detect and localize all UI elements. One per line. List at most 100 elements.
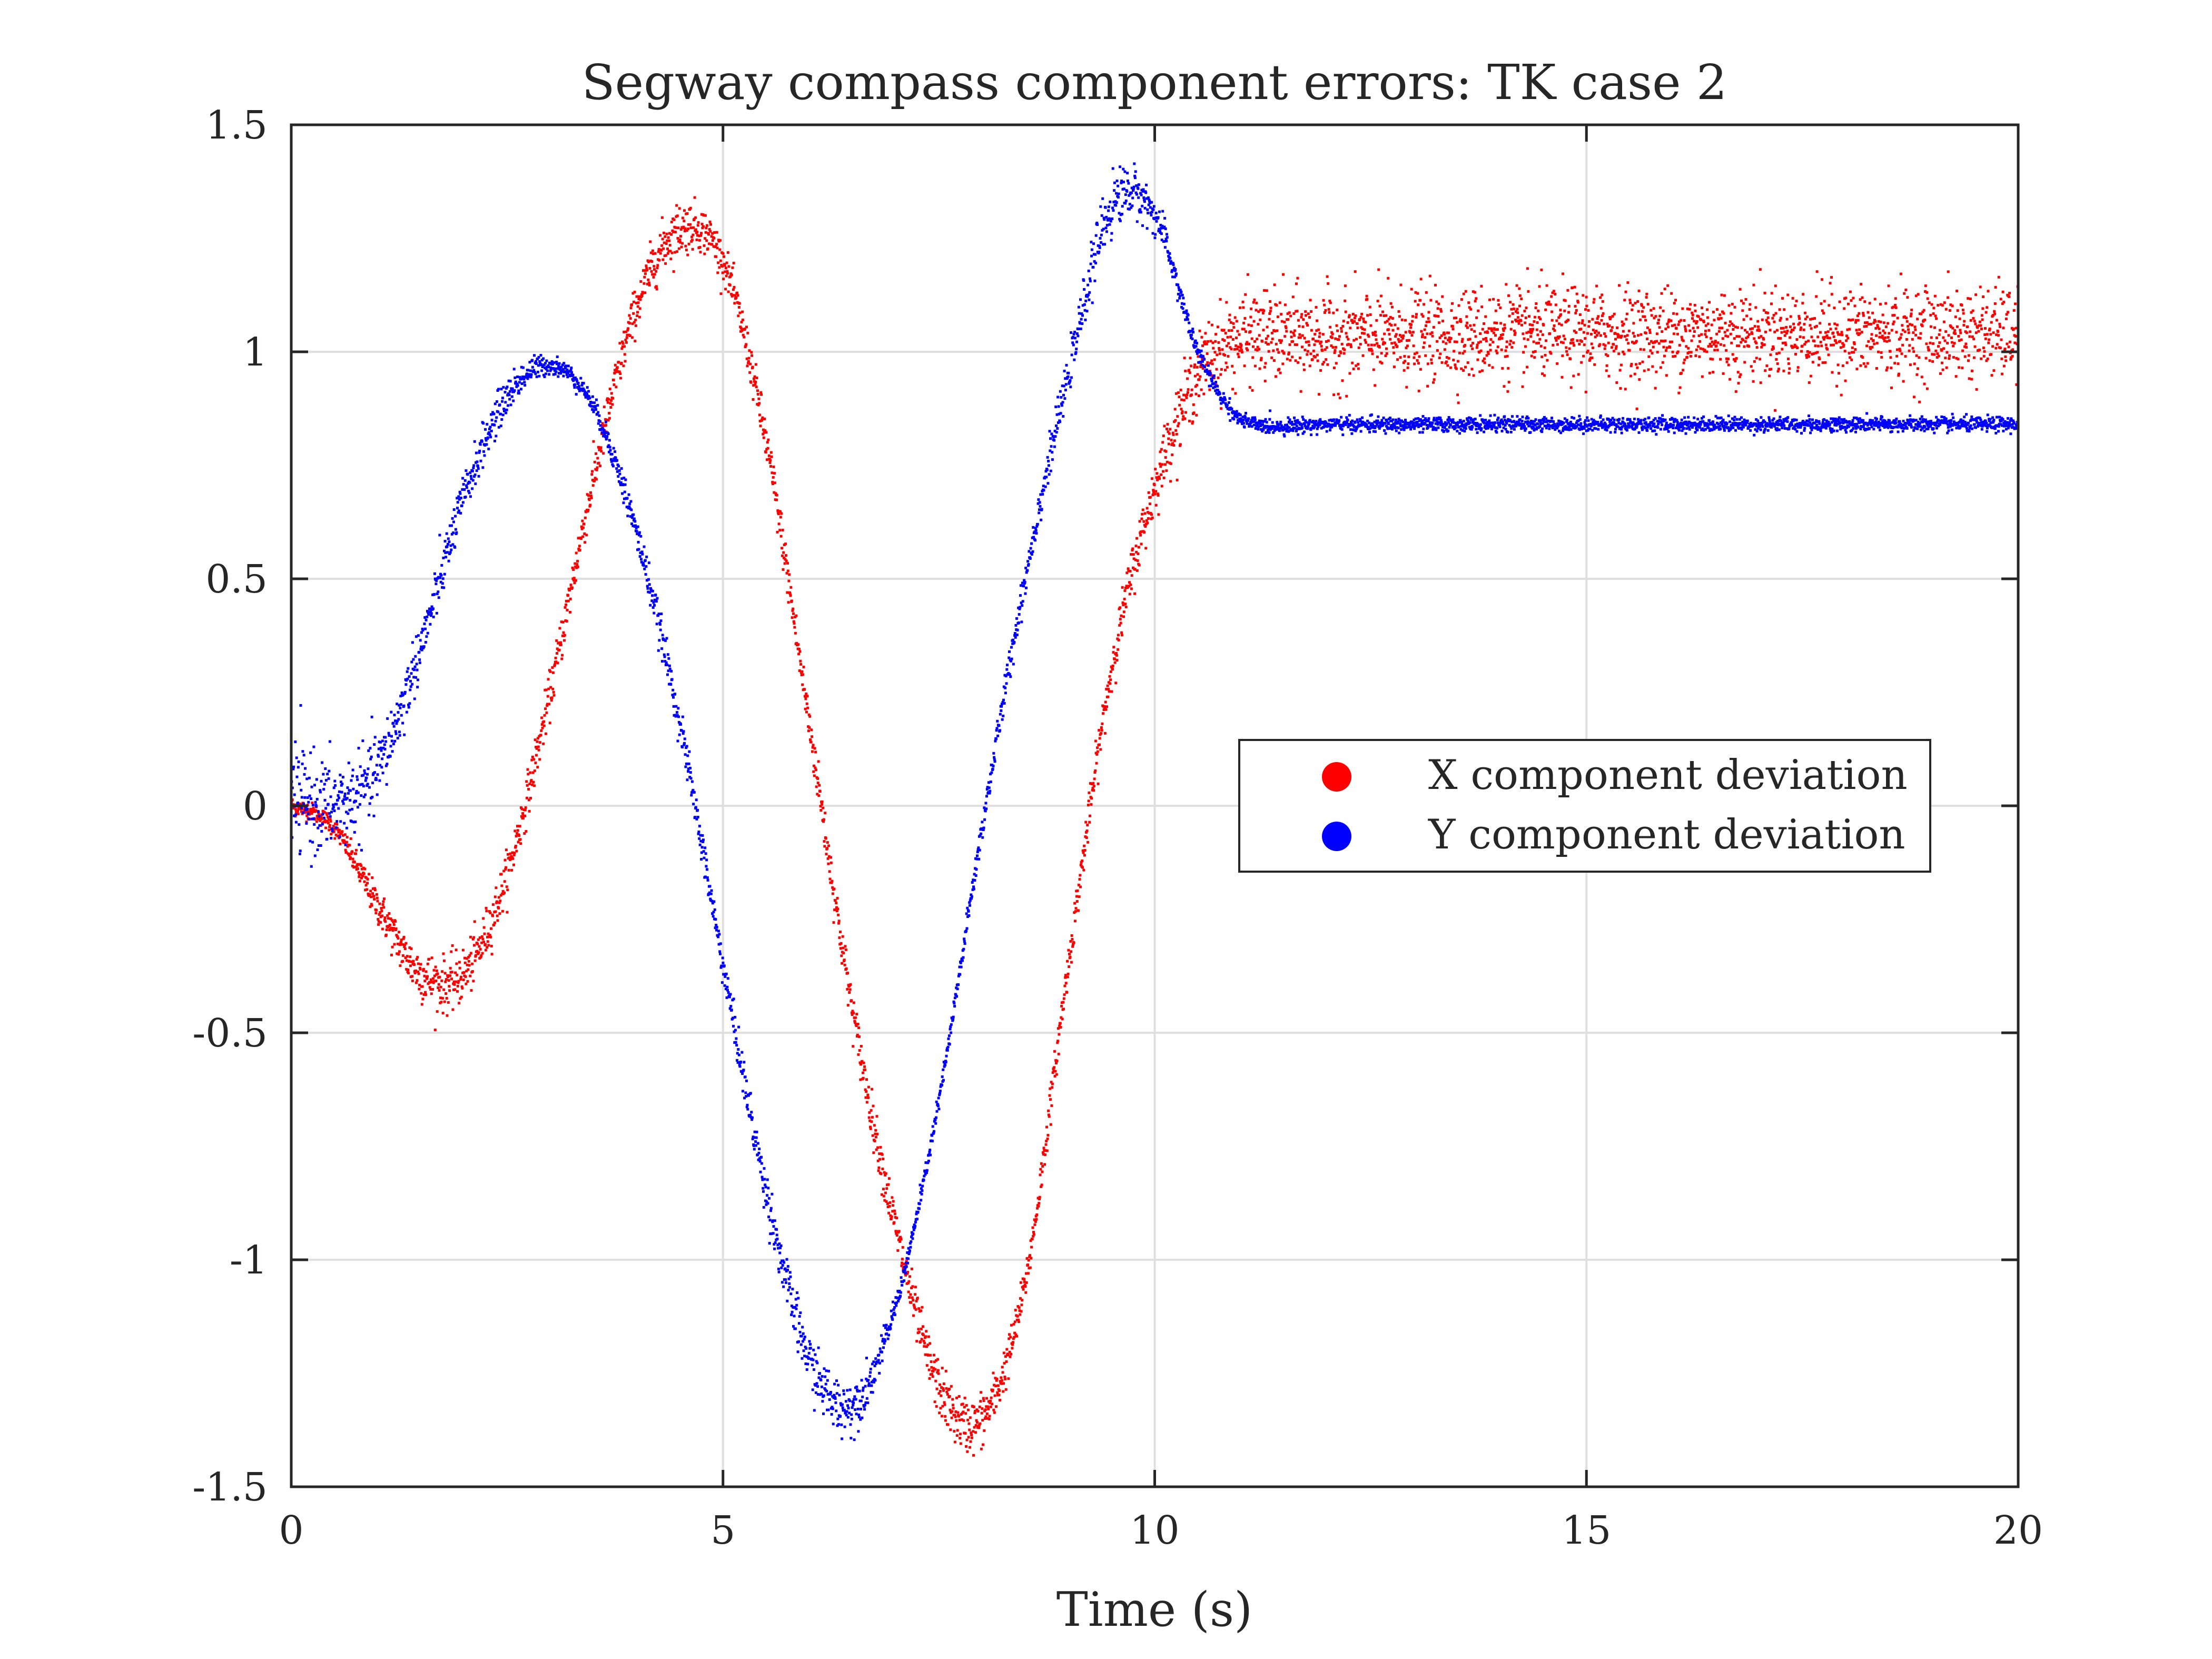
data-point [1929,313,1932,317]
data-point [1124,603,1127,606]
data-point [1963,320,1966,323]
data-point [454,980,457,983]
data-point [941,1367,944,1370]
data-point [541,726,544,729]
data-point [1958,339,1961,342]
data-point [962,1419,965,1422]
data-point [1401,337,1405,340]
data-point [1275,342,1278,345]
data-point [1631,308,1634,311]
data-point [1722,372,1725,375]
data-point [1559,341,1563,344]
data-point [1761,343,1764,347]
data-point [687,228,690,231]
data-point [1569,386,1573,389]
data-point [394,730,397,733]
data-point [681,242,684,245]
data-point [1483,361,1486,364]
data-point [805,702,808,705]
data-point [1650,340,1653,343]
data-point [1406,366,1409,369]
data-point [585,534,588,537]
data-point [1999,347,2002,350]
data-point [730,293,733,296]
data-point [924,1353,927,1356]
data-point [536,766,539,769]
data-point [1460,367,1463,370]
data-point [1224,332,1227,335]
data-point [1840,393,1843,397]
data-point [1619,336,1623,339]
data-point [905,1260,908,1263]
data-point [797,643,800,646]
data-point [1516,311,1519,314]
data-point [676,250,678,253]
data-point [1467,301,1470,304]
data-point [1122,604,1125,607]
data-point [407,667,410,670]
data-point [1409,326,1413,329]
data-point [559,641,562,644]
data-point [309,751,312,754]
data-point [1794,304,1797,307]
data-point [1912,396,1915,399]
data-point [1742,302,1745,305]
data-point [1548,332,1552,335]
data-point [1844,297,1848,300]
data-point [1901,343,1904,347]
data-point [1936,352,1939,355]
data-point [1367,343,1370,347]
data-point [1024,1291,1028,1294]
data-point [670,221,673,224]
data-point [528,361,531,364]
data-point [1389,302,1393,305]
data-point [1469,324,1472,327]
data-point [1925,342,1928,345]
data-point [450,524,453,527]
data-point [994,1385,998,1388]
data-point [438,534,441,537]
data-point [610,392,613,395]
data-point [578,545,581,548]
data-point [1020,1303,1023,1307]
data-point [843,963,846,966]
data-point [1710,345,1713,348]
data-point [655,288,658,291]
data-point [349,789,352,792]
data-point [1506,390,1509,393]
data-point [1727,304,1731,307]
data-point [908,1296,911,1299]
data-point [362,795,366,798]
data-point [1772,345,1775,348]
data-point [1436,307,1439,310]
data-point [1612,343,1615,346]
data-point [345,826,348,829]
data-point [1156,478,1159,481]
data-point [922,1339,925,1342]
data-point [1002,1351,1005,1355]
data-point [363,880,366,883]
data-point [1144,525,1147,528]
data-point [610,458,613,461]
data-point [1289,314,1292,318]
data-point [672,270,675,273]
data-point [445,978,448,981]
data-point [1271,338,1274,341]
data-point [1843,350,1846,353]
data-point [489,935,492,939]
data-point [440,574,443,577]
data-point [357,806,359,809]
data-point [390,739,393,743]
data-point [646,269,648,272]
data-point [346,845,349,848]
data-point [931,1375,934,1378]
data-point [1001,1366,1004,1369]
data-point [457,495,460,498]
data-point [972,1430,975,1433]
data-point [936,1369,940,1372]
data-point [412,960,415,963]
data-point [477,465,479,468]
data-point [1396,358,1399,361]
data-point [368,893,371,896]
data-point [388,912,391,915]
